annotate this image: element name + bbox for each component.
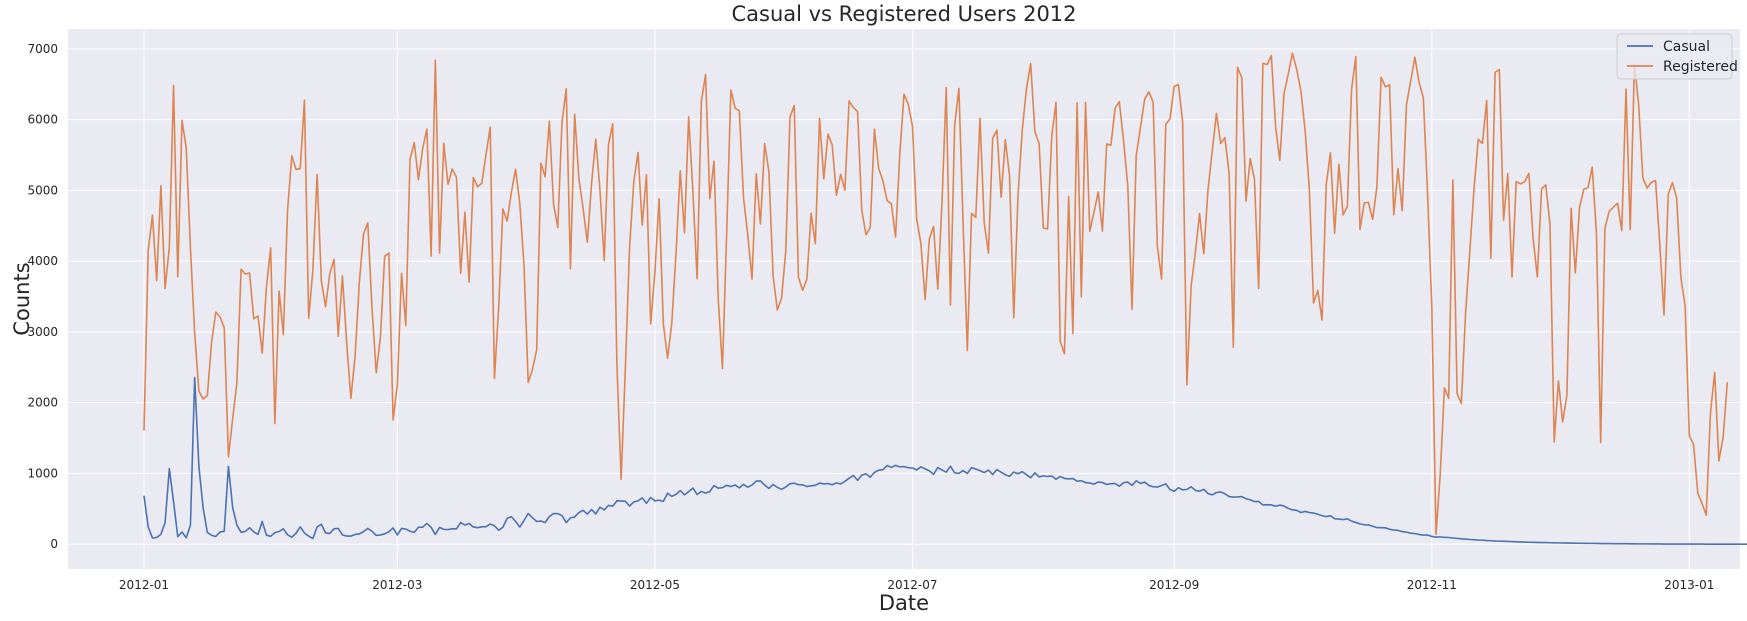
x-tick-label: 2012-09 — [1149, 578, 1199, 592]
x-tick-label: 2012-03 — [372, 578, 422, 592]
x-tick-label: 2012-07 — [887, 578, 937, 592]
x-tick-label: 2012-05 — [630, 578, 680, 592]
series-line-casual — [143, 376, 1747, 545]
x-tick-label: 2012-11 — [1407, 578, 1457, 592]
series-line-registered — [143, 52, 1729, 536]
chart-title: Casual vs Registered Users 2012 — [731, 2, 1076, 26]
grid — [68, 29, 1740, 569]
x-tick-label: 2013-01 — [1664, 578, 1714, 592]
y-axis-label: Counts — [10, 262, 34, 335]
legend-label-casual: Casual — [1663, 39, 1710, 55]
y-tick-label: 6000 — [27, 113, 58, 127]
y-tick-label: 4000 — [27, 254, 58, 268]
x-axis-label: Date — [879, 591, 929, 615]
series-lines — [143, 52, 1747, 545]
legend: Casual Registered — [1616, 33, 1738, 80]
y-tick-label: 7000 — [27, 42, 58, 56]
y-tick-label: 2000 — [27, 396, 58, 410]
y-tick-label: 5000 — [27, 183, 58, 197]
y-tick-label: 3000 — [27, 325, 58, 339]
y-tick-label: 1000 — [27, 466, 58, 480]
tick-labels: 0 1000 2000 3000 4000 5000 6000 7000 2012-01 2012… — [27, 42, 1714, 592]
legend-label-registered: Registered — [1663, 59, 1738, 75]
x-tick-label: 2012-01 — [119, 578, 169, 592]
plot-background — [68, 29, 1740, 569]
y-tick-label: 0 — [50, 537, 58, 551]
